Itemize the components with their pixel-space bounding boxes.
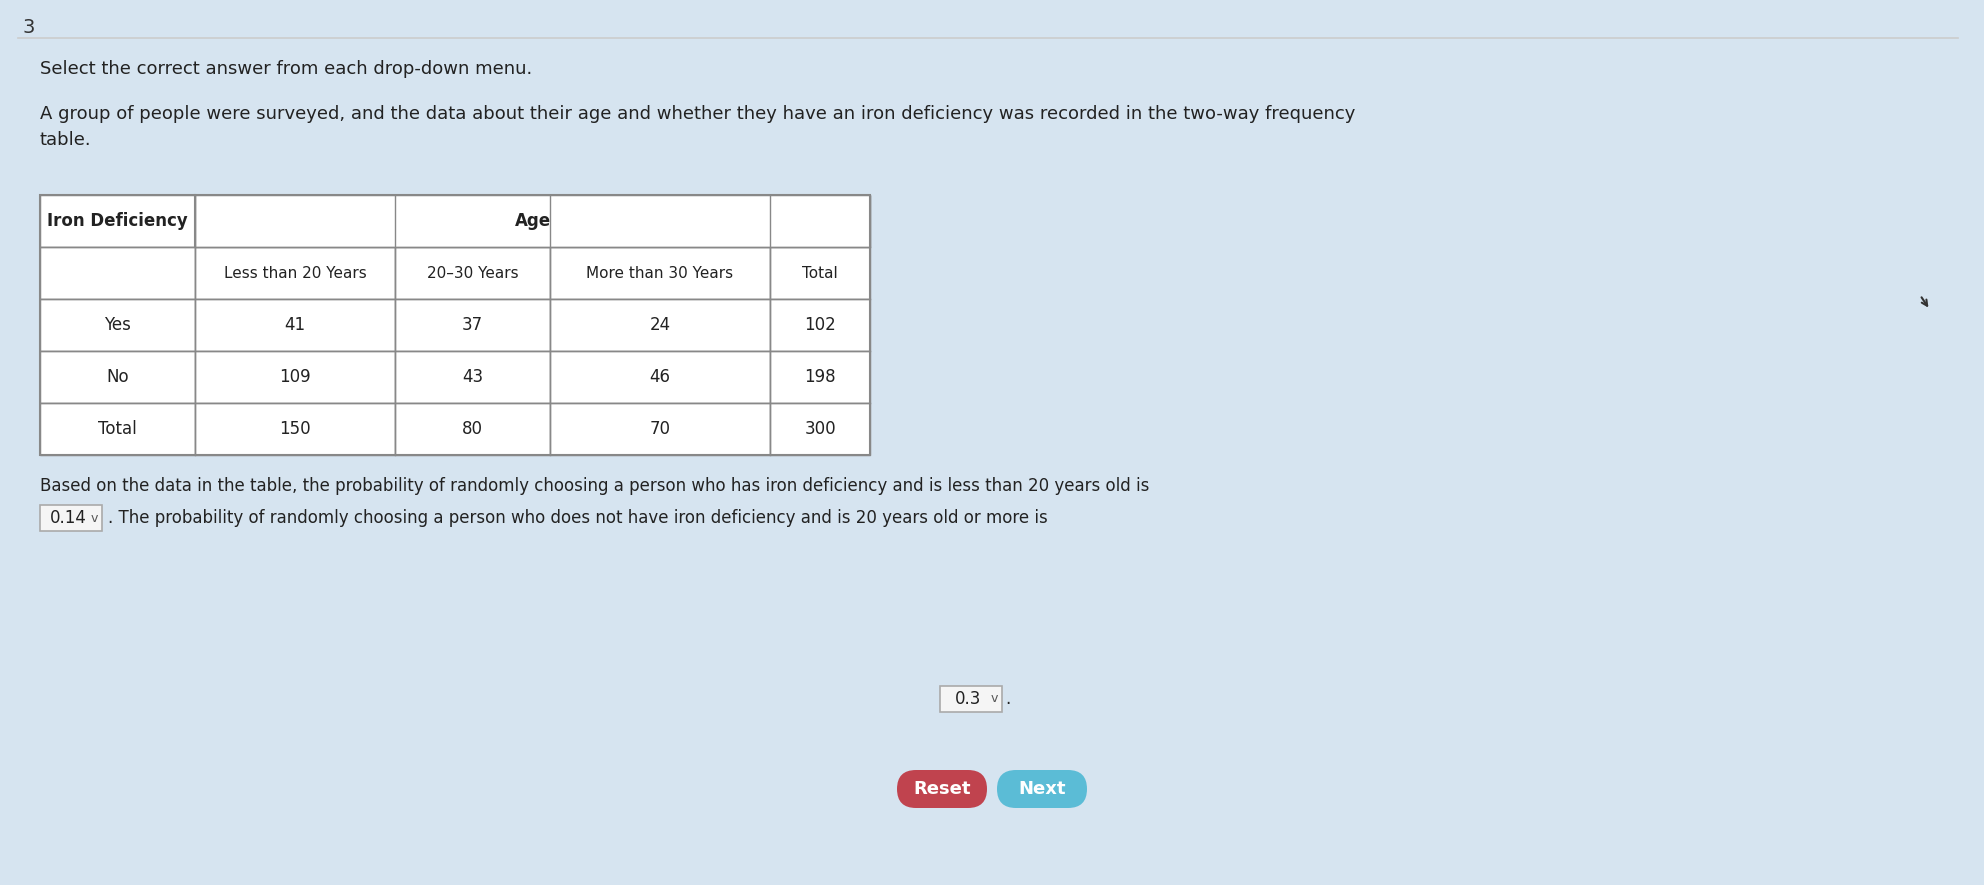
Bar (770, 195, 871, 247)
Text: Total: Total (97, 420, 137, 438)
Text: 46: 46 (649, 368, 671, 386)
Text: No: No (107, 368, 129, 386)
Text: Less than 20 Years: Less than 20 Years (224, 266, 367, 281)
Bar (395, 403, 550, 455)
Bar (194, 351, 395, 403)
Text: 80: 80 (462, 420, 482, 438)
Text: 198: 198 (804, 368, 835, 386)
FancyBboxPatch shape (998, 770, 1087, 808)
Text: v: v (990, 692, 998, 705)
Text: 70: 70 (649, 420, 671, 438)
Text: 0.3: 0.3 (954, 690, 980, 708)
Text: 3: 3 (22, 18, 34, 37)
Bar (40, 195, 194, 247)
Bar (194, 247, 395, 299)
Bar (194, 195, 395, 247)
Text: 43: 43 (462, 368, 482, 386)
Text: Select the correct answer from each drop-down menu.: Select the correct answer from each drop… (40, 60, 532, 78)
Bar (550, 247, 770, 299)
Text: 37: 37 (462, 316, 482, 334)
Bar (940, 686, 1002, 712)
Bar (40, 247, 194, 299)
Bar (770, 403, 871, 455)
Bar (550, 403, 770, 455)
Text: 24: 24 (649, 316, 671, 334)
Text: Yes: Yes (103, 316, 131, 334)
Text: . The probability of randomly choosing a person who does not have iron deficienc: . The probability of randomly choosing a… (107, 509, 1048, 527)
Bar (550, 351, 770, 403)
Text: v: v (91, 512, 97, 525)
Text: .: . (1006, 690, 1010, 708)
Text: Based on the data in the table, the probability of randomly choosing a person wh: Based on the data in the table, the prob… (40, 477, 1149, 495)
Text: 20–30 Years: 20–30 Years (427, 266, 518, 281)
Bar (40, 195, 871, 455)
Bar (40, 403, 194, 455)
FancyBboxPatch shape (897, 770, 986, 808)
FancyBboxPatch shape (18, 20, 1958, 865)
Text: 109: 109 (280, 368, 311, 386)
Text: More than 30 Years: More than 30 Years (587, 266, 734, 281)
Bar (550, 195, 770, 247)
Bar (770, 247, 871, 299)
Text: Reset: Reset (913, 780, 970, 798)
Bar (395, 299, 550, 351)
Text: 0.14: 0.14 (50, 509, 87, 527)
Bar (550, 299, 770, 351)
Bar (395, 195, 550, 247)
Bar (395, 247, 550, 299)
Text: Next: Next (1018, 780, 1065, 798)
Bar (395, 351, 550, 403)
Bar (40, 299, 194, 351)
Bar (770, 351, 871, 403)
Bar (194, 299, 395, 351)
Text: 300: 300 (804, 420, 835, 438)
Text: 102: 102 (804, 316, 835, 334)
Text: Iron Deficiency: Iron Deficiency (48, 212, 188, 230)
Text: Age: Age (514, 212, 552, 230)
Bar (40, 505, 101, 531)
Bar (40, 351, 194, 403)
Text: 150: 150 (280, 420, 311, 438)
Text: A group of people were surveyed, and the data about their age and whether they h: A group of people were surveyed, and the… (40, 105, 1355, 150)
Text: Total: Total (802, 266, 837, 281)
Bar (194, 195, 871, 247)
Bar (770, 299, 871, 351)
Text: 41: 41 (284, 316, 306, 334)
Bar (194, 403, 395, 455)
